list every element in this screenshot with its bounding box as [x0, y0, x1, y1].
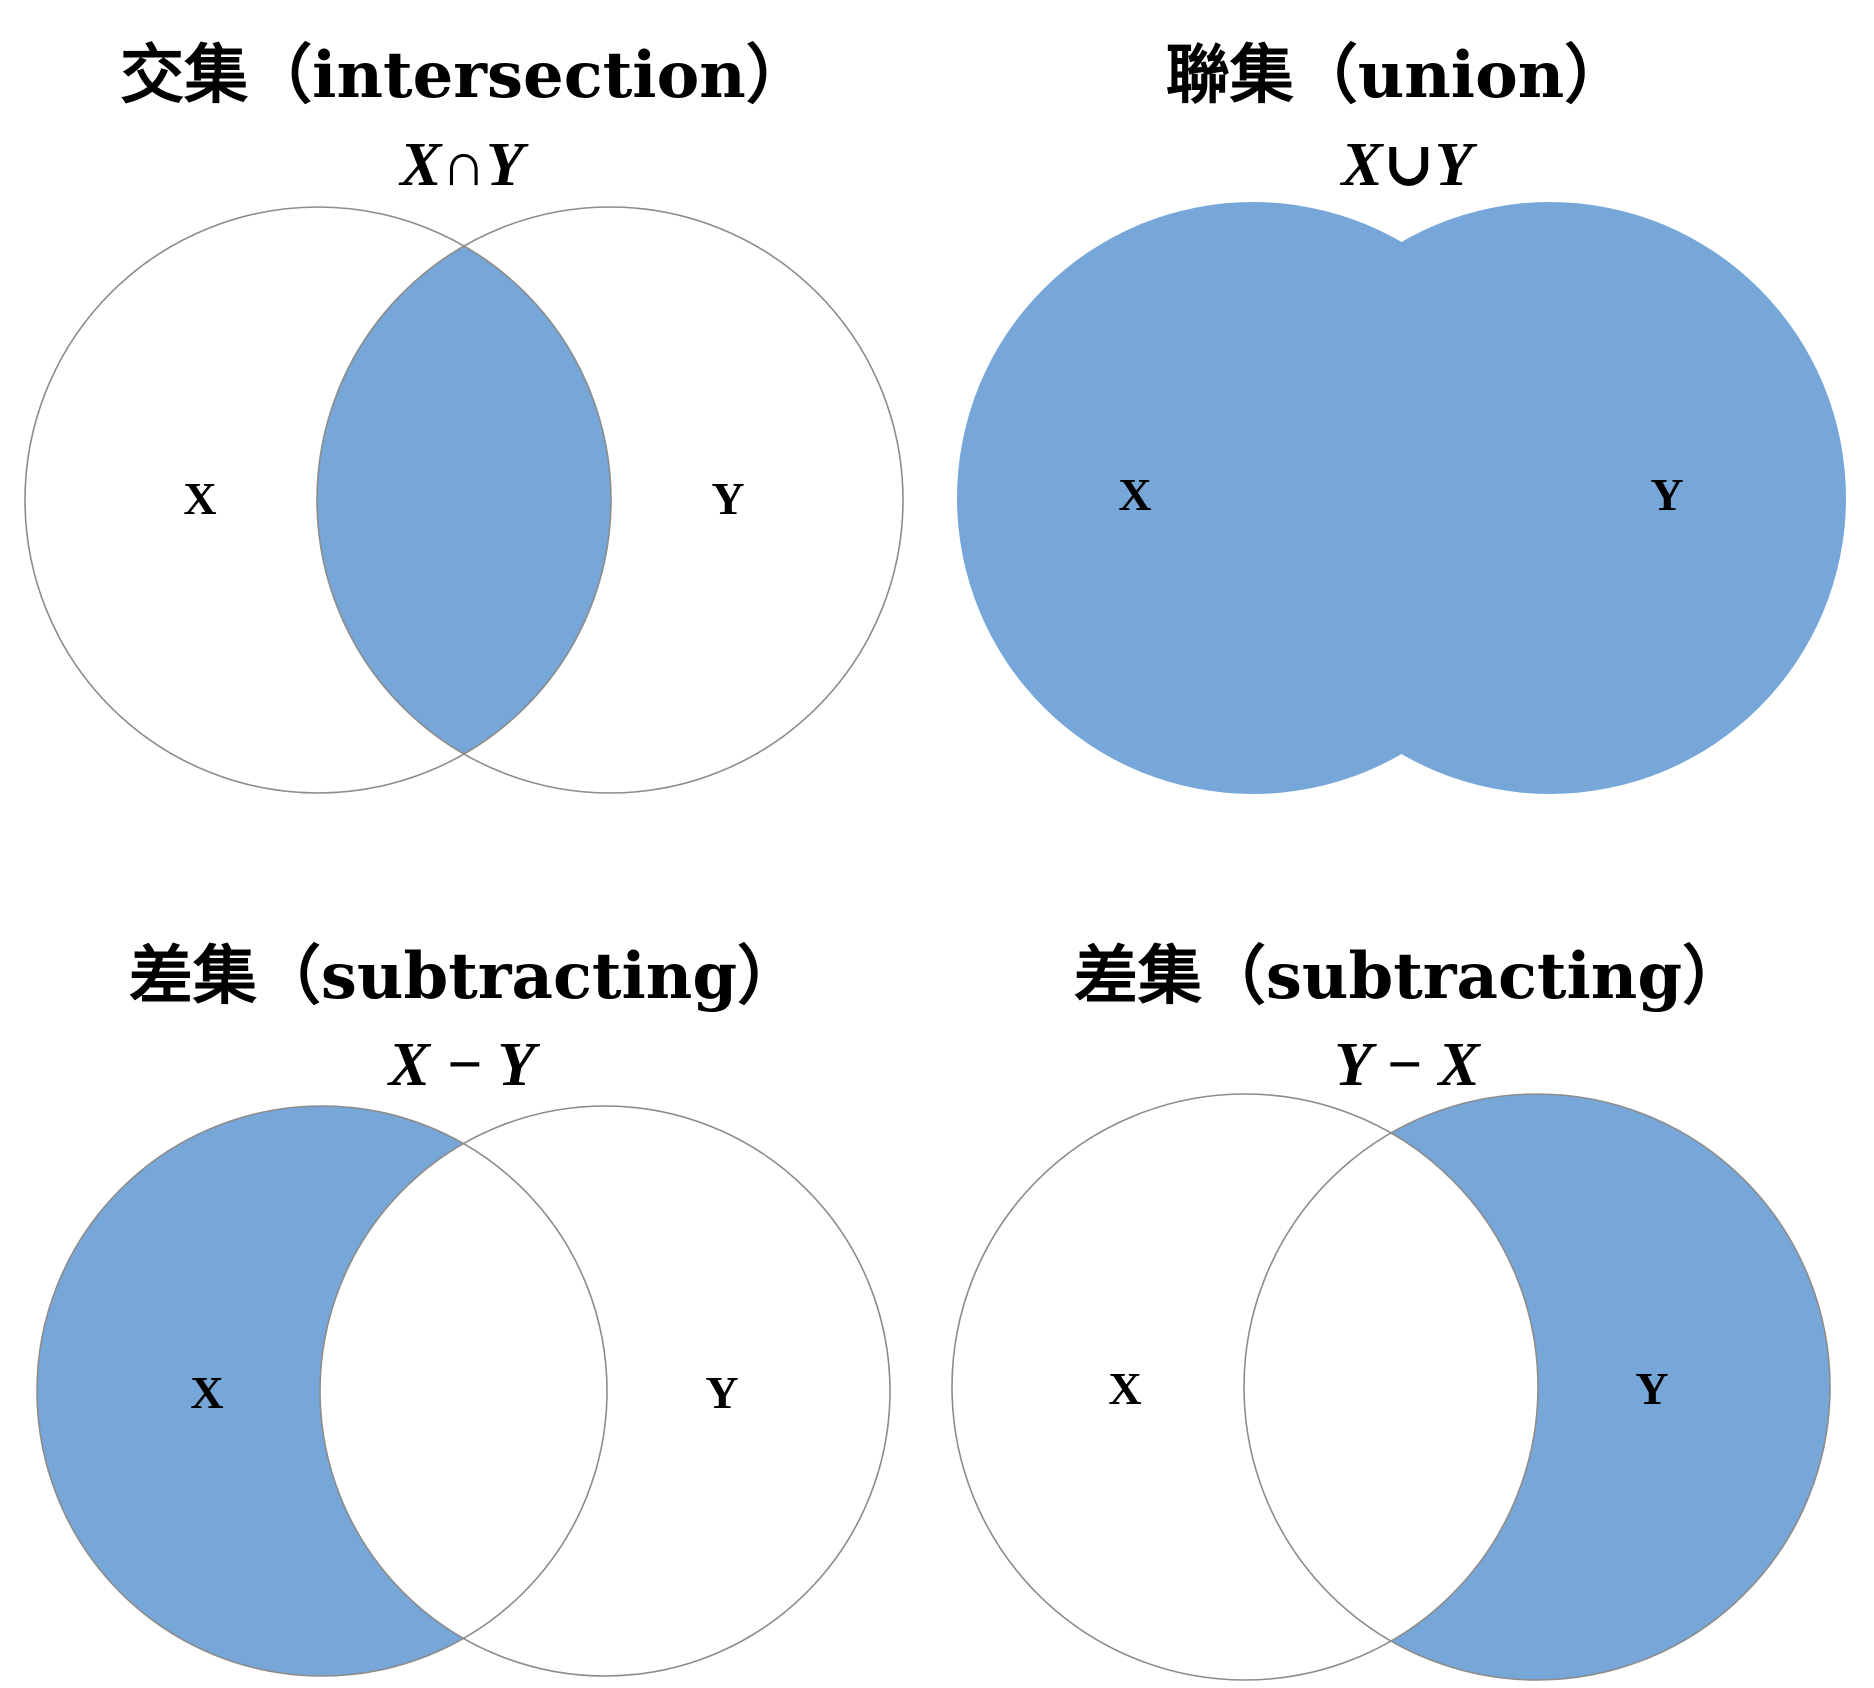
label-x: X	[1118, 469, 1151, 520]
label-y: Y	[1635, 1363, 1668, 1414]
difference-x-y-formula: X − Y	[387, 1031, 541, 1099]
y-minus-x-region	[1244, 1094, 1830, 1680]
intersection-formula: X∩Y	[398, 131, 529, 199]
difference-y-x-title: 差集（subtracting）	[1074, 939, 1746, 1014]
intersection-region	[317, 207, 611, 793]
intersection-title: 交集（intersection）	[120, 38, 810, 113]
circle-x	[36, 1105, 608, 1677]
label-x: X	[190, 1367, 223, 1418]
difference-x-y-title: 差集（subtracting）	[129, 939, 801, 1014]
label-y: Y	[705, 1367, 738, 1418]
label-x: X	[183, 473, 216, 524]
circle-y	[1243, 1093, 1831, 1681]
panel-difference-y-x: 差集（subtracting） Y − X X Y	[951, 939, 1831, 1681]
panel-union: 聯集（union） X∪Y X Y	[957, 38, 1846, 794]
label-x: X	[1108, 1363, 1141, 1414]
panel-difference-x-y: 差集（subtracting） X − Y X Y	[36, 939, 891, 1677]
x-minus-y-region	[37, 1106, 607, 1676]
circle-y	[319, 1105, 891, 1677]
union-title: 聯集（union）	[1166, 38, 1629, 113]
union-region-y	[1254, 202, 1846, 794]
circle-x	[24, 206, 612, 794]
circle-x	[951, 1093, 1539, 1681]
panel-intersection: 交集（intersection） X∩Y X Y	[24, 38, 904, 794]
label-y: Y	[711, 473, 744, 524]
difference-y-x-formula: Y − X	[1334, 1031, 1481, 1099]
circle-y	[316, 206, 904, 794]
label-y: Y	[1650, 469, 1683, 520]
union-formula: X∪Y	[1339, 131, 1477, 199]
